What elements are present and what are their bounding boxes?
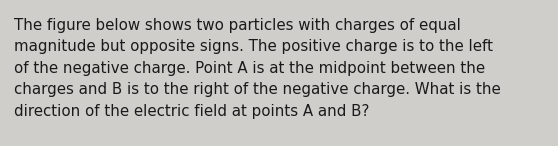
Text: The figure below shows two particles with charges of equal
magnitude but opposit: The figure below shows two particles wit… [14, 18, 501, 119]
